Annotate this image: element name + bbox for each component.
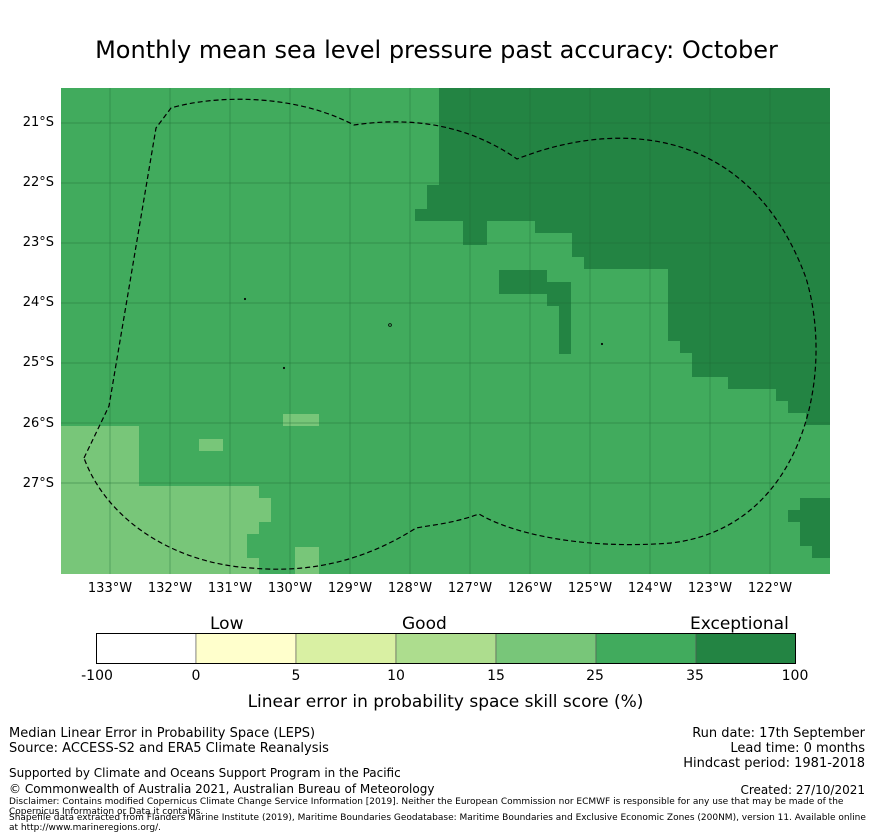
colorbar-tick-label: 5 [291, 668, 301, 684]
colorbar-bin [195, 633, 297, 664]
eez-boundary [83, 98, 817, 570]
lon-label: 133°W [87, 581, 133, 596]
colorbar-tick-label: 0 [191, 668, 201, 684]
lat-label: 22°S [22, 175, 54, 190]
colorbar-tick-label: 15 [487, 668, 505, 684]
lon-label: 127°W [447, 581, 493, 596]
lead-time: Lead time: 0 months [730, 741, 865, 756]
graticule [61, 88, 830, 574]
lon-label: 122°W [747, 581, 793, 596]
colorbar-bin [395, 633, 497, 664]
lon-label: 130°W [267, 581, 313, 596]
lat-label: 27°S [22, 476, 54, 491]
category-label-low: Low [210, 614, 244, 634]
colorbar-bin [595, 633, 697, 664]
colorbar-tick-label: 25 [586, 668, 604, 684]
category-label-good: Good [402, 614, 447, 634]
lat-label: 24°S [22, 295, 54, 310]
lon-label: 123°W [687, 581, 733, 596]
lat-label: 25°S [22, 355, 54, 370]
lon-label: 131°W [207, 581, 253, 596]
land-specks [243, 297, 604, 370]
lon-label: 125°W [567, 581, 613, 596]
footer-source: Source: ACCESS-S2 and ERA5 Climate Reana… [9, 741, 329, 756]
lat-label: 21°S [22, 115, 54, 130]
lon-label: 124°W [627, 581, 673, 596]
skill-map [61, 88, 830, 574]
chart-title: Monthly mean sea level pressure past acc… [95, 36, 778, 64]
colorbar-bin [695, 633, 796, 664]
footer-disclaimer: Disclaimer: Contains modified Copernicus… [9, 797, 844, 817]
colorbar [96, 633, 796, 664]
footer-support: Supported by Climate and Oceans Support … [9, 766, 401, 780]
lat-label: 23°S [22, 235, 54, 250]
lon-label: 129°W [327, 581, 373, 596]
colorbar-tick-label: 10 [387, 668, 405, 684]
colorbar-title: Linear error in probability space skill … [247, 692, 644, 712]
footer-method: Median Linear Error in Probability Space… [9, 726, 316, 741]
colorbar-tick-label: 100 [781, 668, 809, 684]
colorbar-bin [295, 633, 397, 664]
lon-label: 132°W [147, 581, 193, 596]
footer-copyright: © Commonwealth of Australia 2021, Austra… [9, 782, 435, 796]
exceptional-region [415, 88, 830, 558]
colorbar-tick-label: 35 [686, 668, 704, 684]
colorbar-bin [495, 633, 597, 664]
lon-label: 126°W [507, 581, 553, 596]
colorbar-tick-label: -100 [81, 668, 113, 684]
created-date: Created: 27/10/2021 [740, 783, 865, 797]
category-label-exceptional: Exceptional [690, 614, 789, 634]
lon-label: 128°W [387, 581, 433, 596]
run-date: Run date: 17th September [692, 726, 865, 741]
hindcast-period: Hindcast period: 1981-2018 [683, 756, 865, 771]
colorbar-bin [96, 633, 197, 664]
lat-label: 26°S [22, 416, 54, 431]
footer-shapefile: Shapefile data extracted from Flanders M… [9, 813, 866, 833]
